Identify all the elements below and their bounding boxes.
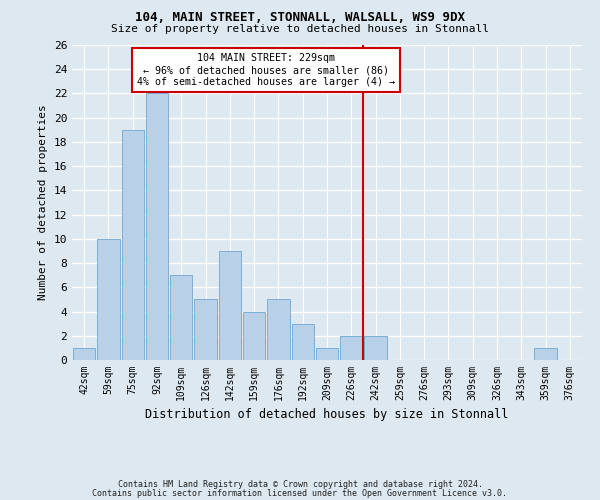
Bar (267, 300, 290, 360)
Bar (122, 130, 144, 360)
Bar (97, 239, 119, 360)
Y-axis label: Number of detached properties: Number of detached properties (38, 104, 48, 300)
Bar (243, 312, 265, 360)
X-axis label: Distribution of detached houses by size in Stonnall: Distribution of detached houses by size … (145, 408, 509, 422)
Text: Size of property relative to detached houses in Stonnall: Size of property relative to detached ho… (111, 24, 489, 34)
Text: 104 MAIN STREET: 229sqm
← 96% of detached houses are smaller (86)
4% of semi-det: 104 MAIN STREET: 229sqm ← 96% of detache… (137, 54, 395, 86)
Bar (292, 324, 314, 360)
Bar (316, 348, 338, 360)
Bar (364, 336, 387, 360)
Bar (535, 348, 557, 360)
Bar (73, 348, 95, 360)
Bar (146, 94, 168, 360)
Text: Contains public sector information licensed under the Open Government Licence v3: Contains public sector information licen… (92, 489, 508, 498)
Text: Contains HM Land Registry data © Crown copyright and database right 2024.: Contains HM Land Registry data © Crown c… (118, 480, 482, 489)
Bar (218, 251, 241, 360)
Text: 104, MAIN STREET, STONNALL, WALSALL, WS9 9DX: 104, MAIN STREET, STONNALL, WALSALL, WS9… (135, 11, 465, 24)
Bar (170, 275, 193, 360)
Bar (194, 300, 217, 360)
Bar (340, 336, 362, 360)
